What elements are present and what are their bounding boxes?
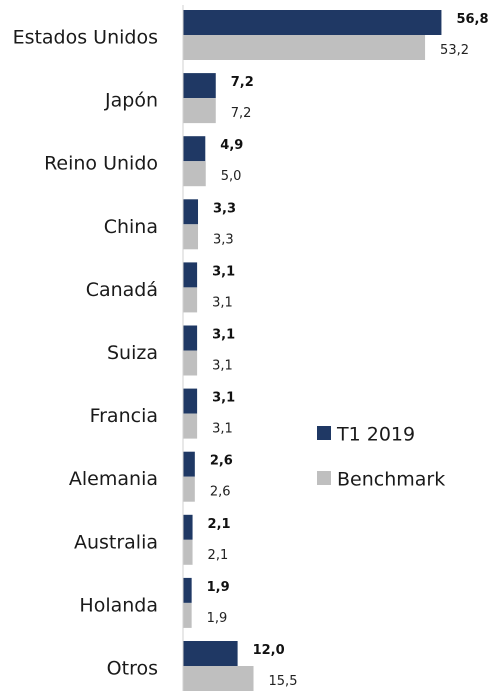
labels-layer: Estados Unidos 56,8 53,2 Japón 7,2 7,2 Reino U… — [13, 12, 489, 689]
bar-t1-2019-holanda — [183, 577, 192, 603]
value-label-t1-2019-china: 3,3 — [213, 201, 236, 216]
value-label-t1-2019-francia: 3,1 — [212, 391, 235, 406]
bar-benchmark-otros — [183, 666, 254, 691]
bar-t1-2019-reino-unido — [183, 136, 206, 162]
legend-swatch-benchmark — [317, 471, 331, 485]
value-label-t1-2019-otros: 12,0 — [253, 643, 285, 658]
value-label-benchmark-otros: 15,5 — [269, 674, 298, 689]
value-label-benchmark-china: 3,3 — [213, 232, 234, 247]
value-label-benchmark-holanda: 1,9 — [207, 611, 228, 626]
value-label-benchmark-francia: 3,1 — [212, 422, 233, 437]
legend: T1 2019 Benchmark — [317, 424, 445, 491]
category-label-francia: Francia — [90, 405, 158, 427]
category-label-canada: Canadá — [86, 279, 158, 301]
bar-benchmark-china — [183, 224, 199, 250]
category-label-holanda: Holanda — [79, 594, 158, 616]
value-label-t1-2019-estados-unidos: 56,8 — [456, 12, 488, 27]
value-label-t1-2019-japon: 7,2 — [231, 75, 254, 90]
category-label-japon: Japón — [104, 90, 158, 112]
category-label-estados-unidos: Estados Unidos — [13, 27, 158, 49]
bar-benchmark-reino-unido — [183, 161, 206, 187]
category-label-alemania: Alemania — [69, 468, 158, 490]
bar-benchmark-suiza — [183, 350, 198, 376]
bar-t1-2019-estados-unidos — [183, 10, 442, 35]
bar-benchmark-japon — [183, 98, 216, 124]
bar-t1-2019-china — [183, 199, 199, 225]
bar-t1-2019-otros — [183, 641, 238, 666]
category-label-china: China — [104, 216, 158, 238]
bar-t1-2019-australia — [183, 514, 193, 540]
bar-t1-2019-japon — [183, 73, 216, 99]
bar-t1-2019-alemania — [183, 451, 195, 477]
value-label-benchmark-suiza: 3,1 — [212, 359, 233, 374]
bar-benchmark-canada — [183, 287, 198, 313]
bar-benchmark-francia — [183, 413, 198, 439]
bar-benchmark-alemania — [183, 476, 195, 502]
bar-t1-2019-suiza — [183, 325, 198, 351]
value-label-t1-2019-canada: 3,1 — [212, 264, 235, 279]
value-label-benchmark-canada: 3,1 — [212, 295, 233, 310]
category-label-otros: Otros — [107, 658, 158, 680]
bar-t1-2019-canada — [183, 262, 198, 288]
category-label-suiza: Suiza — [107, 342, 158, 364]
legend-swatch-t1-2019 — [317, 426, 331, 440]
value-label-benchmark-reino-unido: 5,0 — [221, 169, 242, 184]
legend-label-t1-2019: T1 2019 — [336, 424, 415, 446]
bar-benchmark-australia — [183, 539, 193, 565]
category-label-reino-unido: Reino Unido — [44, 153, 158, 175]
value-label-t1-2019-holanda: 1,9 — [207, 580, 230, 595]
value-label-benchmark-estados-unidos: 53,2 — [440, 43, 469, 58]
bars-layer — [183, 10, 442, 691]
bar-benchmark-estados-unidos — [183, 35, 426, 60]
value-label-benchmark-australia: 2,1 — [208, 548, 229, 563]
value-label-benchmark-japon: 7,2 — [231, 106, 252, 121]
value-label-benchmark-alemania: 2,6 — [210, 485, 231, 500]
bar-t1-2019-francia — [183, 388, 198, 414]
bar-benchmark-holanda — [183, 602, 192, 628]
value-label-t1-2019-reino-unido: 4,9 — [220, 138, 243, 153]
value-label-t1-2019-suiza: 3,1 — [212, 328, 235, 343]
value-label-t1-2019-alemania: 2,6 — [210, 454, 233, 469]
category-label-australia: Australia — [74, 531, 158, 553]
legend-label-benchmark: Benchmark — [337, 469, 445, 491]
value-label-t1-2019-australia: 2,1 — [208, 517, 231, 532]
